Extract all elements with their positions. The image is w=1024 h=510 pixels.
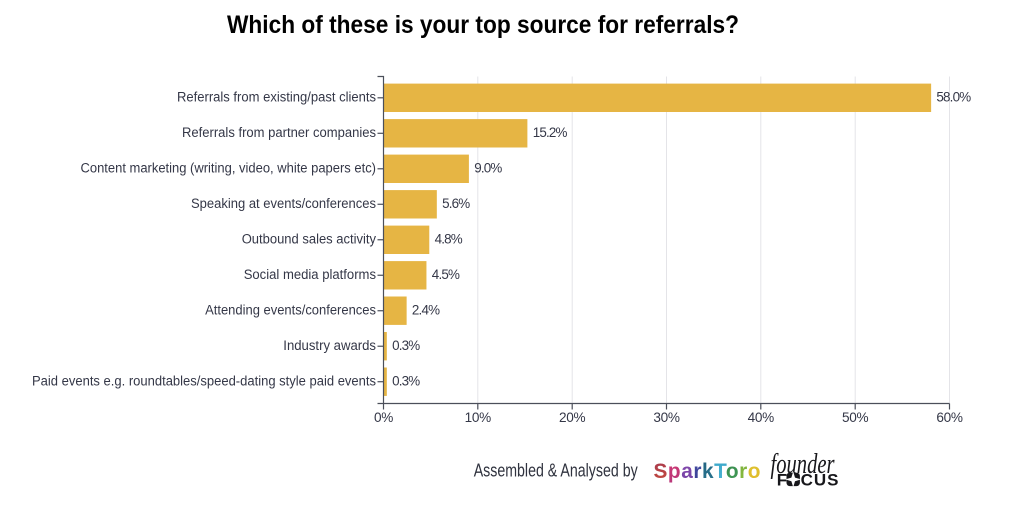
svg-text:0.3%: 0.3% bbox=[392, 374, 420, 389]
svg-text:0%: 0% bbox=[374, 410, 393, 425]
svg-text:5.6%: 5.6% bbox=[442, 196, 470, 211]
svg-text:4.8%: 4.8% bbox=[435, 232, 463, 247]
svg-text:founder: founder bbox=[771, 449, 835, 480]
svg-text:40%: 40% bbox=[748, 410, 775, 425]
svg-text:15.2%: 15.2% bbox=[533, 125, 568, 140]
svg-text:Attending events/conferences: Attending events/conferences bbox=[205, 303, 376, 318]
svg-text:20%: 20% bbox=[559, 410, 586, 425]
svg-text:Social media platforms: Social media platforms bbox=[244, 267, 377, 282]
svg-text:F: F bbox=[777, 471, 787, 490]
svg-text:Speaking at events/conferences: Speaking at events/conferences bbox=[191, 196, 376, 211]
svg-text:9.0%: 9.0% bbox=[474, 161, 502, 176]
svg-text:60%: 60% bbox=[936, 410, 963, 425]
svg-text:30%: 30% bbox=[653, 410, 680, 425]
svg-text:0.3%: 0.3% bbox=[392, 338, 420, 353]
svg-text:Which of these is your top sou: Which of these is your top source for re… bbox=[227, 11, 739, 39]
svg-text:SparkToro: SparkToro bbox=[654, 460, 762, 483]
svg-text:10%: 10% bbox=[465, 410, 492, 425]
svg-text:Referrals from partner compani: Referrals from partner companies bbox=[182, 125, 376, 140]
svg-text:Content marketing (writing, vi: Content marketing (writing, video, white… bbox=[81, 161, 377, 176]
svg-text:CUS: CUS bbox=[801, 471, 840, 490]
svg-text:Paid events e.g. roundtables/s: Paid events e.g. roundtables/speed-datin… bbox=[32, 374, 376, 389]
svg-text:Industry awards: Industry awards bbox=[283, 338, 376, 353]
svg-text:Outbound sales activity: Outbound sales activity bbox=[242, 232, 377, 247]
svg-text:50%: 50% bbox=[842, 410, 869, 425]
svg-text:Assembled & Analysed by: Assembled & Analysed by bbox=[474, 461, 638, 481]
svg-text:Referrals from existing/past c: Referrals from existing/past clients bbox=[177, 90, 376, 105]
svg-text:4.5%: 4.5% bbox=[432, 267, 460, 282]
svg-text:2.4%: 2.4% bbox=[412, 303, 440, 318]
svg-text:58.0%: 58.0% bbox=[936, 90, 971, 105]
